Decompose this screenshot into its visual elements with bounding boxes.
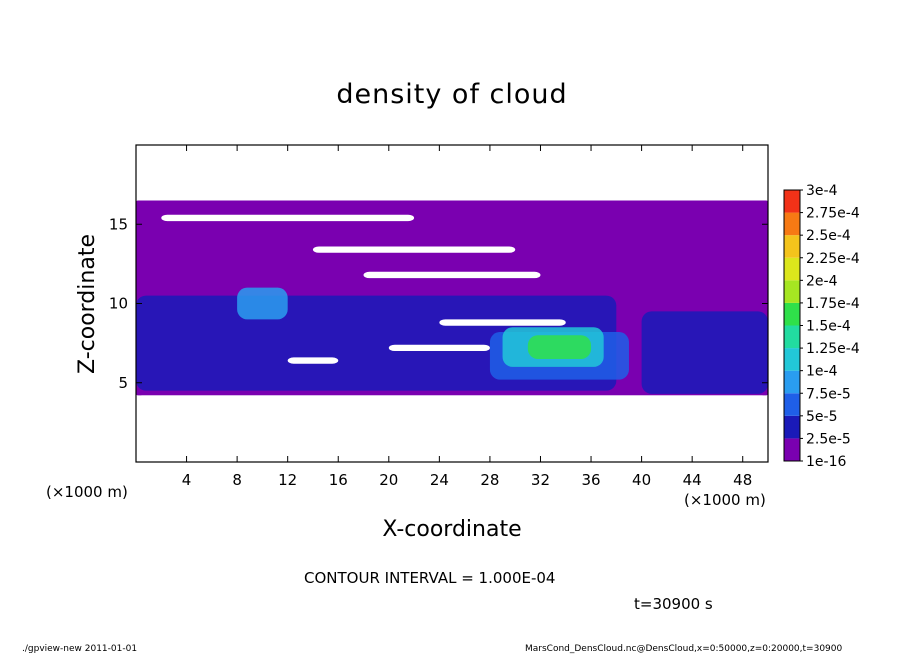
x-unit-label-right: (×1000 m) [684, 491, 766, 509]
colorbar-swatch-8 [784, 257, 800, 281]
colorbar-swatch-9 [784, 235, 800, 258]
colorbar-swatch-2 [784, 393, 800, 416]
colorbar-swatch-0 [784, 438, 800, 461]
clear-gap-7 [287, 357, 339, 364]
colorbar-label-9: 2.25e-4 [806, 251, 860, 267]
x-tick-label-11: 48 [733, 471, 752, 489]
x-tick-label-6: 28 [480, 471, 499, 489]
y-axis-ticks: 5 10 15 [109, 215, 768, 392]
colorbar-swatch-5 [784, 325, 800, 349]
x-tick-label-4: 20 [379, 471, 398, 489]
clear-gap-3 [312, 246, 516, 253]
x-tick-label-7: 32 [531, 471, 550, 489]
colorbar-swatch-4 [784, 348, 800, 371]
density-region-4 [237, 287, 288, 320]
footer-right: MarsCond_DensCloud.nc@DensCloud,x=0:5000… [525, 644, 842, 654]
density-region-6 [527, 335, 592, 359]
y-tick-label-1: 10 [109, 295, 128, 313]
plot-area [135, 144, 769, 463]
x-tick-label-1: 8 [232, 471, 242, 489]
colorbar-label-4: 1e-4 [806, 364, 838, 380]
clear-gap-6 [388, 344, 490, 352]
colorbar-swatch-10 [784, 212, 800, 236]
x-tick-label-3: 16 [329, 471, 348, 489]
x-tick-label-0: 4 [182, 471, 192, 489]
colorbar-swatch-11 [784, 190, 800, 213]
colorbar-label-1: 2.5e-5 [806, 431, 851, 447]
footer-left: ./gpview-new 2011-01-01 [22, 644, 137, 654]
colorbar-swatch-1 [784, 415, 800, 439]
colorbar-label-6: 1.5e-4 [806, 319, 851, 335]
x-axis-title: X-coordinate [382, 517, 521, 542]
colorbar-label-0: 1e-16 [806, 454, 846, 470]
colorbar-label-12: 3e-4 [806, 183, 838, 199]
clear-gap-0 [136, 145, 768, 201]
y-axis-title: Z-coordinate [75, 234, 100, 374]
contour-interval-note: CONTOUR INTERVAL = 1.000E-04 [304, 569, 555, 587]
colorbar-swatch-3 [784, 370, 800, 394]
x-tick-label-10: 44 [683, 471, 702, 489]
colorbar-label-5: 1.25e-4 [806, 341, 860, 357]
x-tick-label-9: 40 [632, 471, 651, 489]
x-tick-label-8: 36 [581, 471, 600, 489]
x-tick-label-5: 24 [430, 471, 449, 489]
colorbar-label-11: 2.75e-4 [806, 206, 860, 222]
colorbar-label-10: 2.5e-4 [806, 228, 851, 244]
colorbar-label-3: 7.5e-5 [806, 386, 851, 402]
clear-gap-2 [161, 214, 415, 222]
clear-gap-1 [136, 395, 768, 462]
colorbar-swatch-6 [784, 302, 800, 326]
colorbar-swatch-7 [784, 280, 800, 303]
x-axis-ticks: 4 8 12 16 20 24 28 32 36 40 44 48 [182, 145, 752, 489]
x-tick-label-2: 12 [278, 471, 297, 489]
x-unit-label: (×1000 m) [46, 483, 128, 501]
density-region-2 [641, 311, 768, 394]
clear-gap-5 [439, 319, 566, 326]
cloud-density-field [136, 200, 768, 396]
clear-gap-4 [363, 271, 541, 279]
time-label: t=30900 s [634, 595, 713, 613]
colorbar-label-7: 1.75e-4 [806, 296, 860, 312]
y-tick-label-2: 15 [109, 215, 128, 233]
colorbar: 1e-16 2.5e-5 5e-5 7.5e-5 1e-4 1.25e-4 1.5e-4 1.… [783, 183, 860, 470]
clear-sky-gaps [136, 145, 768, 462]
chart-title: density of cloud [336, 79, 567, 110]
y-tick-label-0: 5 [118, 374, 128, 392]
colorbar-label-8: 2e-4 [806, 273, 838, 289]
colorbar-label-2: 5e-5 [806, 409, 837, 425]
